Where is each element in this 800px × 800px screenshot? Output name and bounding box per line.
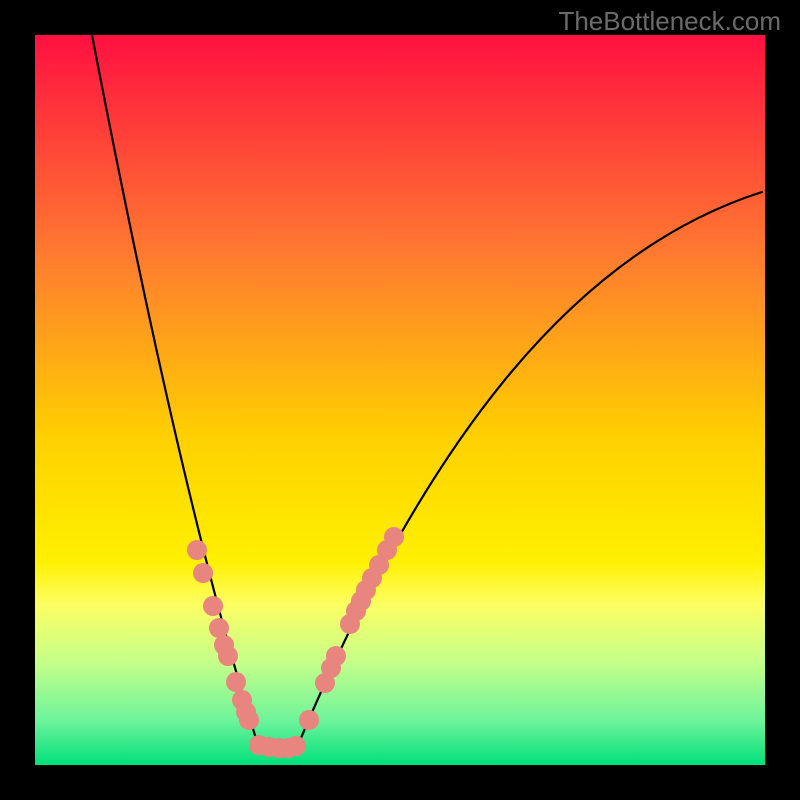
curve-segment	[92, 35, 258, 745]
data-marker	[218, 646, 238, 666]
data-marker	[187, 540, 207, 560]
data-marker	[226, 672, 246, 692]
data-marker	[299, 710, 319, 730]
data-marker	[239, 710, 259, 730]
data-marker	[384, 527, 404, 547]
watermark-text: TheBottleneck.com	[558, 6, 781, 37]
chart-stage: TheBottleneck.com	[0, 0, 800, 800]
curve-layer	[0, 0, 800, 800]
curve-segment	[298, 192, 762, 745]
data-marker	[209, 618, 229, 638]
data-marker	[286, 736, 306, 756]
data-marker	[193, 563, 213, 583]
data-marker	[326, 646, 346, 666]
data-marker	[203, 596, 223, 616]
